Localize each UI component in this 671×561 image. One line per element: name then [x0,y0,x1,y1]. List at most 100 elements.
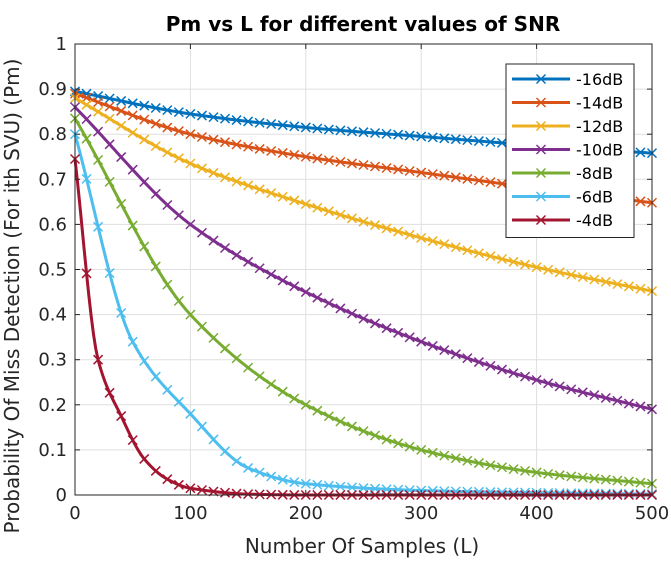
data-point-marker [346,482,357,493]
data-point-marker [439,345,450,356]
data-point-marker [358,127,369,138]
data-point-marker [196,321,207,332]
data-point-marker [254,117,265,128]
data-point-marker [173,396,184,407]
data-point-marker [312,479,323,490]
data-point-marker [116,152,127,163]
data-point-marker [289,477,300,488]
data-point-marker [93,354,104,365]
data-point-marker [104,268,115,279]
data-point-marker [300,199,311,210]
data-point-marker [104,113,115,124]
data-point-marker [208,134,219,145]
data-point-marker [404,130,415,141]
data-point-marker [243,141,254,152]
data-point-marker [208,235,219,246]
data-point-marker [300,399,311,410]
data-point-marker [577,272,588,283]
data-point-marker [404,332,415,343]
data-point-marker [473,136,484,147]
y-tick-label: 0.5 [38,260,67,281]
legend-label: -14dB [576,94,623,113]
data-point-marker [554,267,565,278]
legend-swatch-marker [535,191,547,202]
data-point-marker [243,116,254,127]
data-point-marker [496,137,508,148]
data-point-marker [150,118,161,129]
data-point-marker [566,269,577,280]
data-point-marker [289,149,300,160]
data-point-marker [185,309,196,320]
data-point-marker [462,245,473,256]
data-point-marker [623,476,634,487]
data-point-marker [335,303,346,314]
data-point-marker [185,108,196,119]
x-tick-label: 0 [69,503,80,524]
data-point-marker [381,162,392,174]
data-point-marker [496,364,508,375]
data-point-marker [254,489,265,500]
data-point-marker [508,368,519,379]
data-point-marker [196,110,207,121]
data-point-marker [600,392,611,403]
data-point-marker [462,173,473,184]
data-point-marker [462,135,473,146]
data-point-marker [520,371,531,382]
data-point-marker [196,131,207,143]
data-point-marker [589,274,600,285]
data-point-marker [323,206,334,217]
data-point-marker [496,178,508,189]
data-point-marker [370,127,381,139]
data-point-marker [370,430,381,441]
data-point-marker [531,467,542,478]
data-point-marker [323,124,334,135]
data-point-marker [185,219,196,230]
data-point-marker [473,458,484,469]
data-point-marker [427,132,438,143]
x-tick-label: 100 [173,503,207,524]
data-point-marker [427,447,438,458]
data-point-marker [104,387,115,398]
x-tick-label: 400 [519,503,553,524]
x-axis-label: Number Of Samples (L) [245,534,479,558]
legend-item: -16dB [512,70,623,89]
data-point-marker [600,276,611,287]
data-point-marker [543,264,554,275]
data-point-marker [358,313,369,324]
chart-title: Pm vs L for different values of SNR [166,12,560,36]
data-point-marker [289,281,300,292]
data-point-marker [219,487,231,498]
legend-swatch-marker [535,97,547,108]
data-point-marker [139,453,150,464]
data-point-marker [150,141,161,152]
legend-swatch-marker [535,120,547,132]
data-point-marker [404,229,415,240]
data-point-marker [104,93,115,104]
data-point-marker [485,177,496,188]
data-point-marker [485,460,496,471]
data-point-marker [277,191,288,202]
data-point-marker [404,165,415,177]
data-point-marker [127,127,138,138]
data-point-marker [473,175,484,186]
data-point-marker [219,343,231,354]
data-point-marker [566,384,577,395]
data-point-marker [635,147,646,158]
data-point-marker [254,263,265,274]
y-tick-label: 0.4 [38,305,67,326]
data-point-marker [116,105,127,116]
data-point-marker [370,161,381,172]
data-point-marker [266,471,277,482]
legend-swatch-marker [535,167,547,179]
data-point-marker [219,113,231,124]
data-point-marker [208,434,219,445]
data-point-marker [589,473,600,484]
data-point-marker [312,292,323,303]
data-point-marker [81,173,92,184]
data-point-marker [358,426,369,437]
data-point-marker [485,360,496,371]
data-point-marker [393,226,404,237]
data-point-marker [243,489,254,500]
data-point-marker [277,474,288,485]
data-point-marker [208,332,219,343]
